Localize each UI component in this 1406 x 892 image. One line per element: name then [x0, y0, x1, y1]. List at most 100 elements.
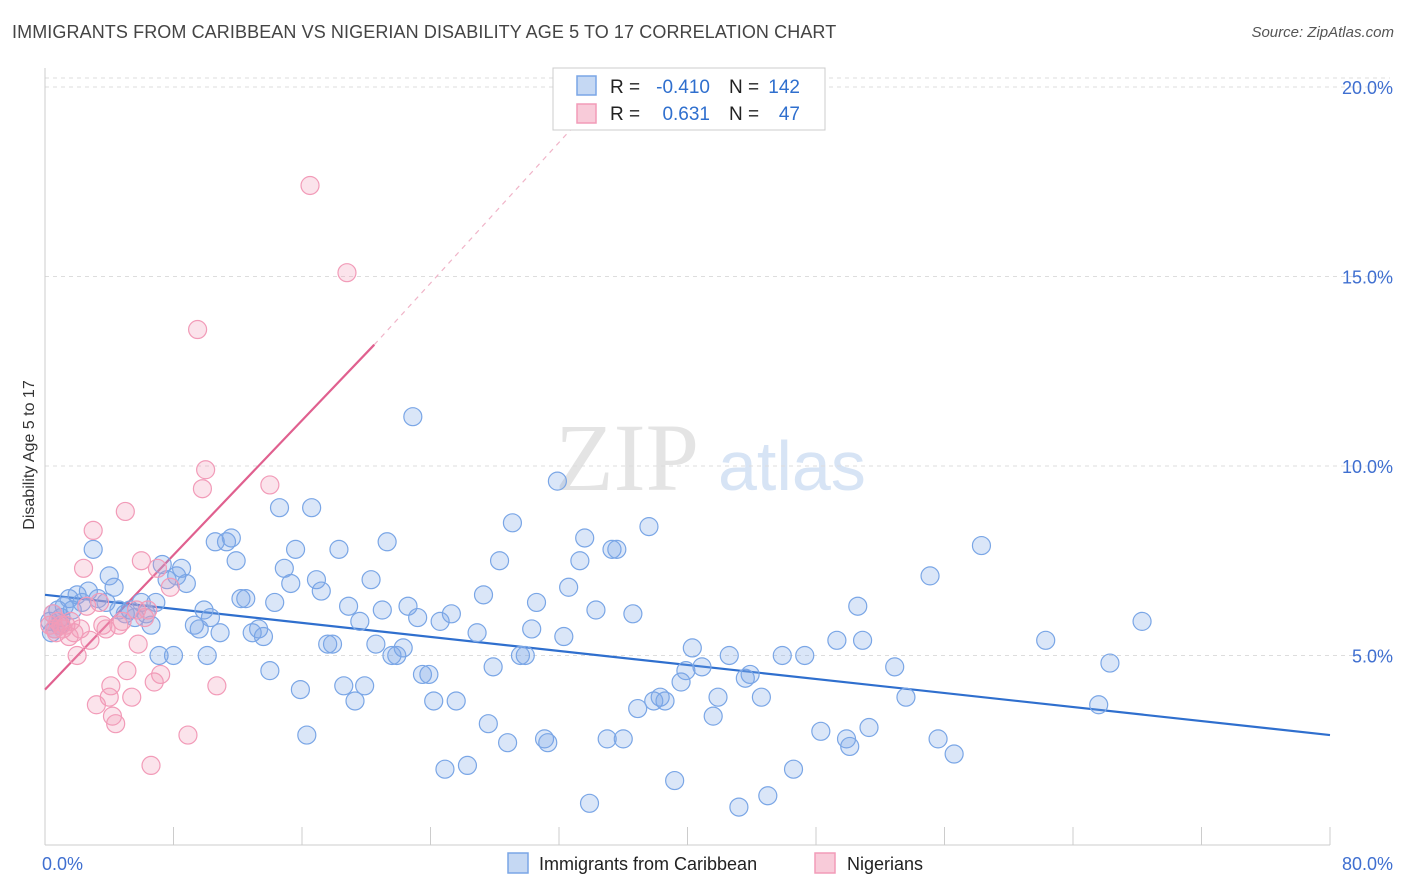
point-caribbean-63 [338, 596, 359, 616]
point-caribbean-84 [457, 755, 478, 776]
point-caribbean-56 [302, 498, 322, 518]
point-caribbean-94 [522, 619, 542, 639]
point-caribbean-110 [628, 698, 648, 719]
point-caribbean-36 [197, 645, 217, 666]
y-tick-label-3: 20.0% [1342, 78, 1393, 98]
point-nigerians-42 [192, 479, 213, 499]
x-tick-label-1: 80.0% [1342, 854, 1393, 874]
point-caribbean-64 [345, 691, 365, 711]
point-nigerians-14 [77, 596, 97, 616]
point-caribbean-116 [671, 672, 691, 692]
point-caribbean-62 [334, 676, 354, 696]
point-nigerians-28 [117, 661, 137, 681]
watermark-zip: ZIP [555, 404, 699, 511]
point-caribbean-85 [467, 623, 487, 643]
point-caribbean-107 [607, 539, 627, 559]
point-caribbean-91 [502, 513, 523, 533]
point-nigerians-25 [109, 615, 129, 635]
point-caribbean-96 [534, 729, 555, 749]
point-caribbean-126 [751, 687, 771, 707]
point-caribbean-100 [559, 577, 579, 597]
point-caribbean-29 [163, 645, 184, 666]
point-caribbean-119 [692, 657, 712, 677]
point-caribbean-39 [210, 623, 230, 643]
point-caribbean-12 [78, 581, 98, 601]
grid-lines [45, 77, 1390, 656]
bottom-legend-label-caribbean: Immigrants from Caribbean [539, 854, 757, 874]
point-caribbean-134 [840, 736, 860, 757]
point-nigerians-47 [337, 263, 357, 283]
point-caribbean-70 [377, 532, 397, 552]
trend-line-0 [44, 593, 1331, 737]
point-caribbean-69 [372, 600, 392, 620]
point-caribbean-109 [623, 604, 643, 624]
legend-n-label-1: N = [729, 104, 759, 125]
point-caribbean-81 [435, 759, 455, 779]
legend-n-value-1: 47 [779, 104, 800, 125]
point-caribbean-38 [205, 532, 225, 552]
legend-bottom: Immigrants from Caribbean Nigerians [507, 852, 923, 874]
y-tick-label-2: 15.0% [1342, 267, 1393, 287]
point-caribbean-142 [944, 744, 964, 764]
point-caribbean-50 [269, 498, 290, 518]
point-nigerians-46 [300, 175, 320, 196]
point-caribbean-83 [446, 691, 466, 711]
point-caribbean-88 [483, 657, 503, 677]
point-nigerians-43 [196, 460, 216, 480]
legend-r-value-0: -0.410 [656, 77, 710, 98]
point-caribbean-121 [708, 687, 728, 707]
point-nigerians-16 [83, 520, 103, 541]
point-nigerians-18 [90, 592, 110, 613]
bottom-legend-swatch-caribbean [507, 852, 529, 874]
legend-r-value-1: 0.631 [662, 104, 710, 125]
point-caribbean-114 [655, 691, 675, 711]
point-nigerians-11 [67, 645, 87, 666]
point-caribbean-131 [811, 721, 831, 741]
point-nigerians-29 [122, 687, 142, 707]
y-tick-label-0: 5.0% [1352, 646, 1393, 666]
point-caribbean-90 [498, 733, 518, 753]
point-caribbean-125 [740, 664, 760, 685]
point-caribbean-47 [253, 626, 274, 647]
point-nigerians-20 [96, 619, 116, 639]
point-caribbean-67 [361, 570, 381, 590]
point-nigerians-40 [178, 725, 198, 745]
point-caribbean-79 [424, 691, 444, 711]
legend-n-label-0: N = [729, 77, 759, 98]
point-caribbean-93 [515, 645, 535, 666]
point-caribbean-72 [387, 645, 407, 666]
point-caribbean-95 [526, 592, 547, 613]
point-caribbean-59 [318, 634, 338, 654]
point-caribbean-123 [729, 797, 749, 817]
point-caribbean-87 [478, 714, 498, 734]
point-caribbean-120 [703, 706, 723, 726]
point-nigerians-32 [131, 551, 151, 571]
bottom-legend-label-nigerians: Nigerians [847, 854, 923, 874]
point-caribbean-48 [260, 661, 280, 681]
x-tick-label-0: 0.0% [42, 854, 83, 874]
y-tick-label-1: 10.0% [1342, 457, 1393, 477]
point-caribbean-82 [441, 604, 461, 624]
point-caribbean-41 [221, 528, 241, 548]
point-caribbean-144 [1036, 630, 1056, 650]
point-caribbean-137 [859, 717, 879, 738]
point-caribbean-34 [189, 619, 209, 639]
legend-n-value-0: 142 [768, 77, 800, 98]
point-caribbean-55 [297, 725, 317, 745]
point-nigerians-41 [187, 319, 208, 340]
point-nigerians-9 [61, 611, 81, 631]
point-caribbean-139 [896, 687, 916, 707]
point-caribbean-32 [176, 573, 196, 594]
point-nigerians-27 [115, 501, 135, 522]
point-nigerians-22 [101, 676, 121, 696]
point-caribbean-105 [597, 729, 617, 749]
point-nigerians-26 [112, 611, 132, 631]
point-nigerians-24 [106, 714, 126, 734]
point-caribbean-13 [83, 539, 103, 559]
point-caribbean-118 [682, 638, 702, 658]
point-caribbean-24 [141, 615, 161, 635]
point-caribbean-53 [285, 539, 306, 559]
point-caribbean-146 [1100, 653, 1120, 673]
point-caribbean-103 [579, 793, 600, 813]
